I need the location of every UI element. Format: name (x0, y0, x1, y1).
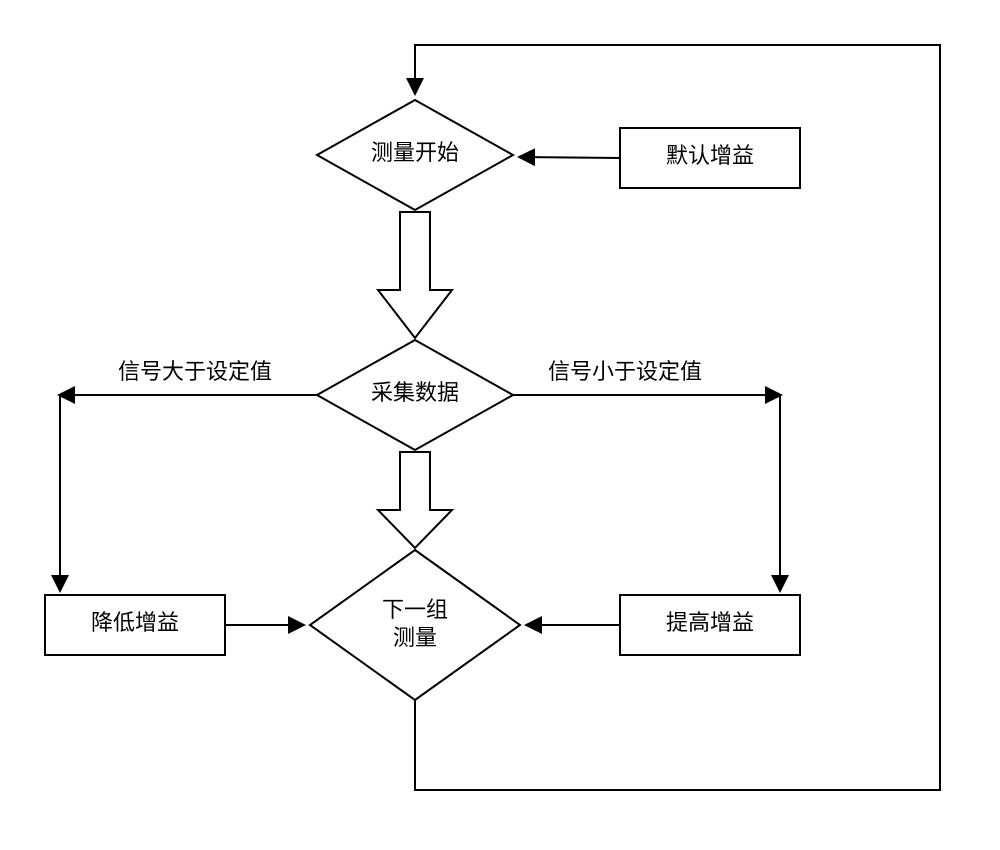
edge-label-lt: 信号小于设定值 (548, 359, 702, 384)
edge-collect-to-next (378, 452, 452, 548)
node-collect-label: 采集数据 (371, 380, 459, 405)
node-next-label-2: 测量 (393, 625, 437, 650)
node-start-label: 测量开始 (371, 140, 459, 165)
node-next-label-1: 下一组 (382, 597, 448, 622)
edge-default-to-start (520, 157, 620, 158)
edge-label-gt: 信号大于设定值 (118, 359, 272, 384)
node-lower-gain-label: 降低增益 (91, 610, 179, 635)
flowchart-canvas: 测量开始 默认增益 采集数据 下一组 测量 降低增益 提高增益 信号大于设定值 … (0, 0, 1000, 850)
edge-start-to-collect (378, 212, 452, 338)
node-default-gain-label: 默认增益 (666, 143, 754, 168)
node-raise-gain-label: 提高增益 (666, 610, 754, 635)
